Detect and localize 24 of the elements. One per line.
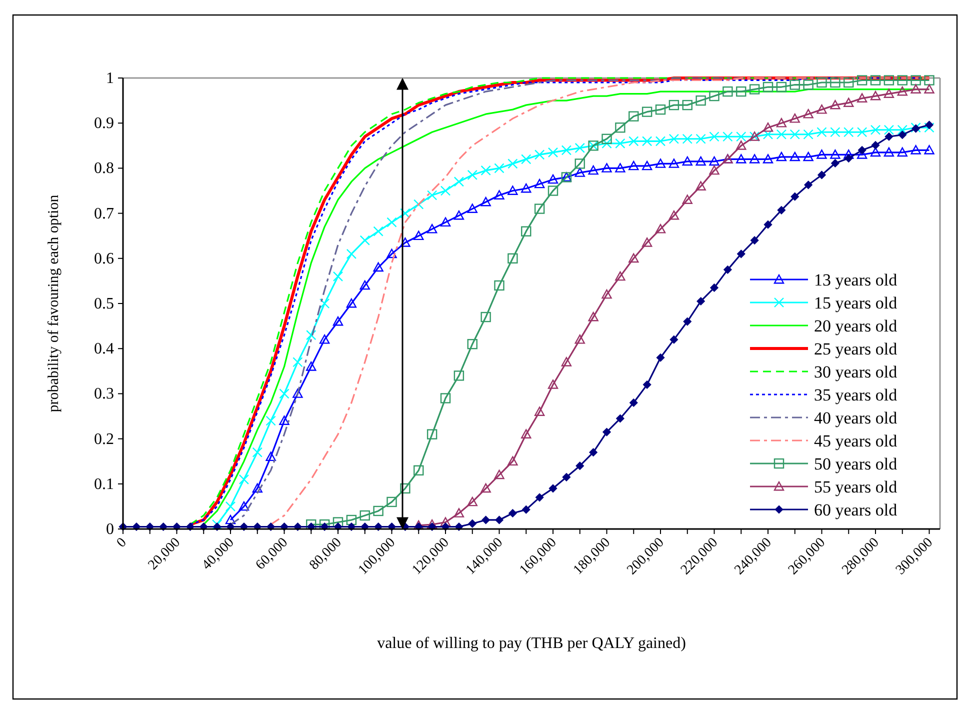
legend-label: 40 years old bbox=[814, 408, 898, 428]
y-tick-label: 0.6 bbox=[94, 250, 114, 268]
y-tick-label: 0.4 bbox=[94, 340, 114, 358]
x-axis-title: value of willing to pay (THB per QALY gained) bbox=[377, 635, 686, 652]
y-tick-label: 0.9 bbox=[94, 115, 114, 132]
y-tick-label: 0.5 bbox=[94, 296, 114, 312]
y-axis-title: probability of favouring each option bbox=[46, 194, 62, 412]
y-tick-label: 0.1 bbox=[94, 476, 114, 493]
legend-label: 35 years old bbox=[814, 386, 898, 404]
y-tick-label: 0.7 bbox=[94, 205, 114, 222]
legend-label: 60 years old bbox=[814, 500, 898, 520]
y-tick-label: 1 bbox=[106, 70, 114, 87]
y-tick-label: 0.2 bbox=[94, 430, 114, 448]
y-tick-label: 0.8 bbox=[94, 160, 114, 178]
legend-label: 30 years old bbox=[814, 362, 898, 382]
legend-label: 45 years old bbox=[814, 432, 898, 450]
legend-label: 13 years old bbox=[814, 270, 898, 290]
y-tick-label: 0.3 bbox=[94, 386, 114, 403]
legend-label: 55 years old bbox=[814, 478, 898, 496]
legend-label: 50 years old bbox=[814, 454, 898, 474]
y-tick-label: 0 bbox=[106, 521, 114, 538]
legend-label: 25 years old bbox=[814, 340, 898, 358]
legend-label: 20 years old bbox=[814, 316, 898, 336]
legend-label: 15 years old bbox=[814, 294, 898, 312]
